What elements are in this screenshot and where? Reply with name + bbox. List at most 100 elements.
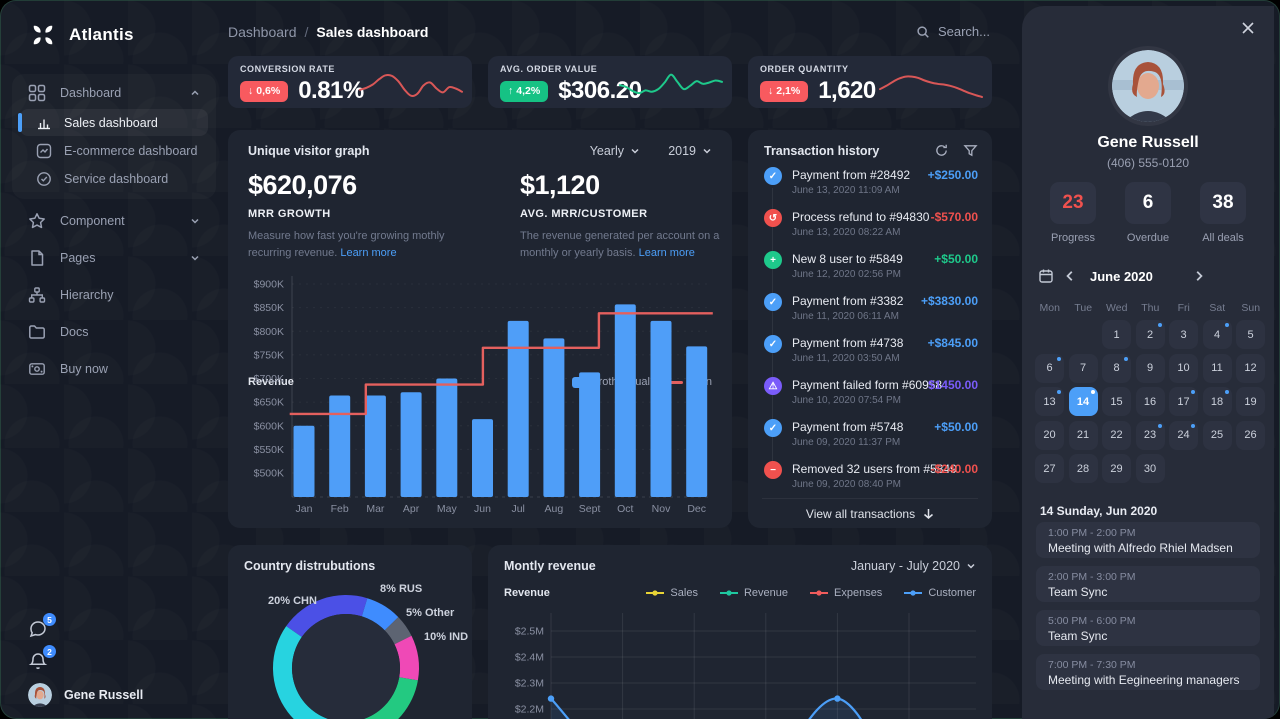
event-dot bbox=[1191, 423, 1195, 428]
event-card[interactable]: 7:00 PM - 7:30 PM Meeting with Eegineerin… bbox=[1036, 654, 1260, 690]
calendar-day-selected[interactable]: 14 bbox=[1068, 387, 1098, 416]
transaction-row[interactable]: ↺ Process refund to #94830 June 13, 2020 0… bbox=[748, 208, 992, 250]
svg-text:$850K: $850K bbox=[254, 302, 284, 314]
calendar-icon bbox=[1038, 268, 1054, 284]
calendar-day[interactable]: 4 bbox=[1202, 320, 1232, 349]
calendar-day[interactable]: 19 bbox=[1236, 387, 1265, 416]
calendar-prev-button[interactable] bbox=[1064, 270, 1076, 282]
breadcrumb: Dashboard / Sales dashboard bbox=[228, 24, 428, 40]
calendar-day[interactable]: 30 bbox=[1135, 454, 1165, 483]
transaction-row[interactable]: ⚠ Payment failed form #60958 June 10, 2020… bbox=[748, 376, 992, 418]
calendar-day[interactable]: 23 bbox=[1135, 420, 1165, 450]
profile-phone: (406) 555-0120 bbox=[1106, 156, 1190, 170]
calendar-day[interactable]: 3 bbox=[1169, 320, 1198, 349]
sidebar-item-pages[interactable]: Pages bbox=[12, 242, 216, 273]
calendar-day[interactable]: 5 bbox=[1236, 320, 1265, 349]
calendar-day[interactable]: 26 bbox=[1236, 420, 1265, 450]
calendar-day[interactable]: 1 bbox=[1102, 320, 1131, 349]
event-card[interactable]: 2:00 PM - 3:00 PM Team Sync bbox=[1036, 566, 1260, 602]
sidebar-item-hierarchy[interactable]: Hierarchy bbox=[12, 279, 216, 310]
sidebar-item-docs[interactable]: Docs bbox=[12, 316, 216, 347]
sidebar-item-label: Docs bbox=[60, 324, 89, 339]
chat-button[interactable]: 5 bbox=[28, 613, 56, 639]
event-card[interactable]: 1:00 PM - 2:00 PM Meeting with Alfredo Rh… bbox=[1036, 522, 1260, 558]
calendar-day[interactable]: 20 bbox=[1035, 420, 1064, 450]
calendar-day[interactable]: 2 bbox=[1135, 320, 1165, 349]
warning-icon: ⚠ bbox=[764, 377, 782, 395]
breadcrumb-parent[interactable]: Dashboard bbox=[228, 24, 297, 40]
breadcrumb-current: Sales dashboard bbox=[316, 24, 429, 40]
stat-value: $620,076 bbox=[248, 170, 357, 200]
close-button[interactable] bbox=[1240, 20, 1256, 36]
learn-more-link[interactable]: Learn more bbox=[340, 247, 397, 260]
period-dropdown[interactable]: Yearly bbox=[590, 144, 640, 158]
bar-chart-icon bbox=[36, 115, 52, 131]
calendar-day[interactable]: 7 bbox=[1068, 353, 1098, 383]
calendar-day[interactable]: 10 bbox=[1169, 353, 1198, 383]
svg-text:Mar: Mar bbox=[366, 503, 385, 515]
legend-marker bbox=[646, 590, 665, 596]
calendar-day[interactable]: 29 bbox=[1102, 454, 1131, 483]
sidebar-item-e-commerce-dashboard[interactable]: E-commerce dashboard bbox=[20, 137, 208, 164]
svg-text:Oct: Oct bbox=[617, 503, 633, 515]
event-dot bbox=[1157, 323, 1162, 327]
sidebar-user[interactable]: Gene Russell bbox=[28, 683, 143, 707]
filter-icon[interactable] bbox=[963, 143, 978, 158]
sidebar-item-service-dashboard[interactable]: Service dashboard bbox=[20, 165, 208, 192]
calendar-header: June 2020 bbox=[1038, 268, 1258, 284]
calendar-day[interactable]: 24 bbox=[1169, 420, 1198, 450]
transaction-row[interactable]: − Removed 32 users from #5849 June 09, 202… bbox=[748, 460, 992, 502]
calendar-day[interactable]: 17 bbox=[1169, 387, 1198, 416]
bell-icon bbox=[28, 653, 48, 670]
sidebar-item-sales-dashboard[interactable]: Sales dashboard bbox=[18, 109, 208, 136]
transaction-row[interactable]: ✓ Payment from #3382 June 11, 2020 06:11 A… bbox=[748, 292, 992, 334]
year-dropdown[interactable]: 2019 bbox=[668, 144, 712, 158]
calendar-day[interactable]: 8 bbox=[1102, 353, 1131, 383]
refresh-icon[interactable] bbox=[934, 143, 949, 158]
kpi-delta-value: 2,1% bbox=[776, 85, 801, 97]
transaction-amount: $1450.00 bbox=[927, 378, 978, 392]
transaction-row[interactable]: ✓ Payment from #4738 June 11, 2020 03:50 A… bbox=[748, 334, 992, 376]
calendar-day[interactable]: 21 bbox=[1068, 420, 1098, 450]
view-all-transactions-button[interactable]: View all transactions bbox=[762, 498, 978, 528]
sidebar-item-label: Component bbox=[60, 213, 125, 228]
date-range-dropdown[interactable]: January - July 2020 bbox=[851, 559, 976, 573]
calendar-day[interactable]: 25 bbox=[1202, 420, 1232, 450]
svg-text:$800K: $800K bbox=[254, 326, 284, 338]
sidebar-group-component: Component bbox=[12, 205, 216, 236]
atlantis-logo-icon bbox=[33, 25, 53, 45]
calendar-day[interactable]: 27 bbox=[1035, 454, 1064, 483]
sidebar-item-buy-now[interactable]: Buy now bbox=[12, 353, 216, 384]
sidebar-item-component[interactable]: Component bbox=[12, 205, 216, 236]
event-card[interactable]: 5:00 PM - 6:00 PM Team Sync bbox=[1036, 610, 1260, 646]
sidebar-nav: Dashboard Sales dashboard E-commerce dashb… bbox=[0, 74, 228, 384]
event-dot bbox=[1157, 423, 1162, 428]
calendar-day[interactable]: 9 bbox=[1135, 353, 1165, 383]
learn-more-link[interactable]: Learn more bbox=[638, 247, 695, 260]
calendar-day[interactable]: 28 bbox=[1068, 454, 1098, 483]
notifications-button[interactable]: 2 bbox=[28, 645, 56, 671]
svg-text:$2.5M: $2.5M bbox=[515, 626, 544, 638]
check-icon: ✓ bbox=[764, 167, 782, 185]
transaction-row[interactable]: ✓ Payment from #5748 June 09, 2020 11:37 P… bbox=[748, 418, 992, 460]
kpi-value: 1,620 bbox=[818, 77, 876, 104]
sidebar-item-dashboard[interactable]: Dashboard bbox=[12, 77, 216, 108]
calendar-next-button[interactable] bbox=[1193, 270, 1205, 282]
panel-title: Country distrubutions bbox=[244, 559, 376, 573]
transaction-row[interactable]: + New 8 user to #5849 June 12, 2020 02:56 … bbox=[748, 250, 992, 292]
calendar-day[interactable]: 11 bbox=[1202, 353, 1232, 383]
calendar-day[interactable]: 18 bbox=[1202, 387, 1232, 416]
calendar-day[interactable]: 16 bbox=[1135, 387, 1165, 416]
panel-title: Montly revenue bbox=[504, 559, 596, 573]
search-input[interactable]: Search... bbox=[916, 24, 990, 39]
calendar-day[interactable]: 15 bbox=[1102, 387, 1131, 416]
legend-item-sales: Sales bbox=[646, 587, 698, 599]
visitor-stats: $620,076 MRR GROWTH Measure how fast you… bbox=[248, 170, 752, 262]
calendar-day[interactable]: 22 bbox=[1102, 420, 1131, 450]
calendar-day[interactable]: 6 bbox=[1035, 353, 1064, 383]
transaction-row[interactable]: ✓ Payment from #28492 June 13, 2020 11:09 … bbox=[748, 166, 992, 208]
calendar-day[interactable]: 13 bbox=[1035, 387, 1064, 416]
kpi-sparkline bbox=[619, 73, 723, 95]
kpi-sparkline bbox=[879, 75, 983, 98]
calendar-day[interactable]: 12 bbox=[1236, 353, 1265, 383]
